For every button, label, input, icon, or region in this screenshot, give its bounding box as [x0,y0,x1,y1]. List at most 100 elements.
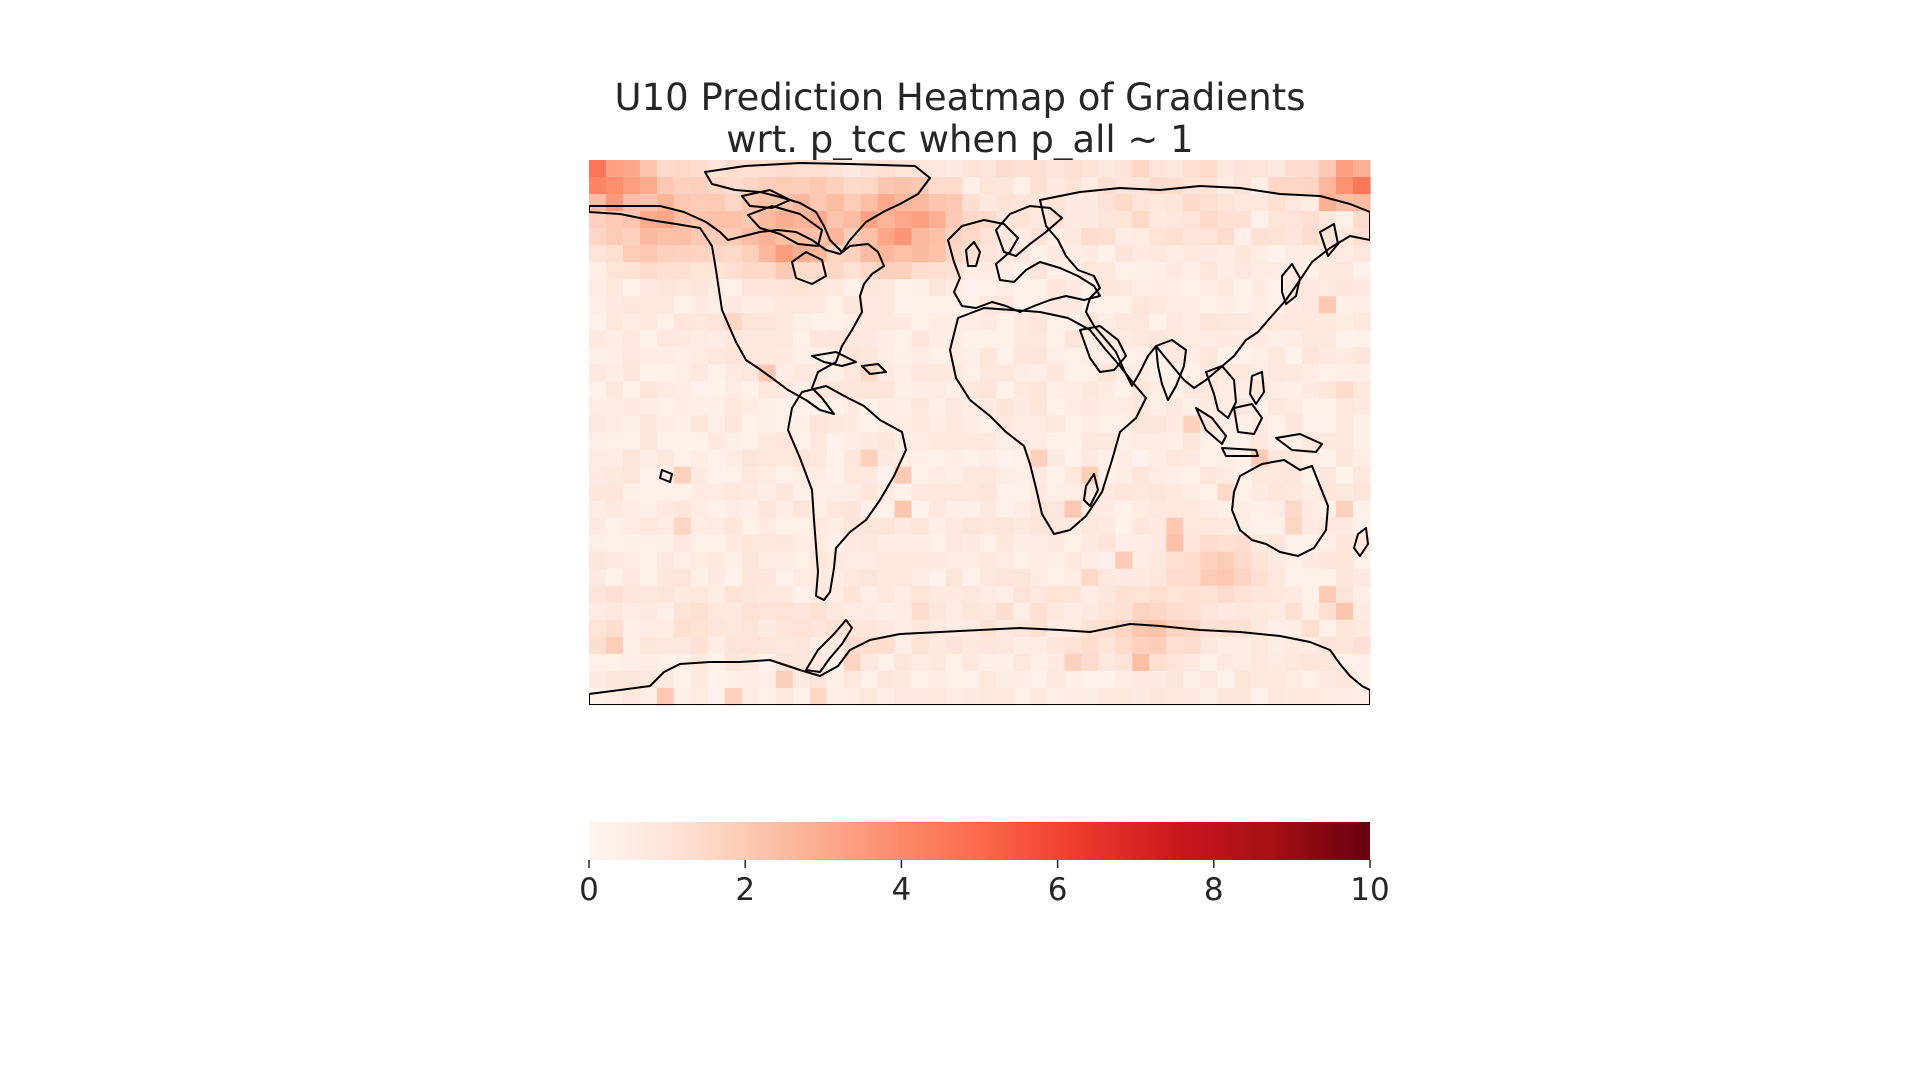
heatmap-cell [809,432,828,451]
heatmap-cell [1166,466,1184,485]
heatmap-cell [622,211,641,229]
heatmap-cell [1336,534,1354,553]
heatmap-cell [860,568,879,587]
heatmap-cell [1268,347,1286,365]
heatmap-cell [1166,636,1184,655]
heatmap-cell [1183,636,1201,655]
heatmap-cell [1132,211,1150,229]
heatmap-cell [1217,517,1235,536]
heatmap-cell [826,602,845,621]
heatmap-cell [792,262,811,280]
heatmap-cell [724,296,743,314]
heatmap-cell [1234,364,1252,383]
heatmap-cell [1353,483,1371,502]
heatmap-cell [605,551,624,570]
heatmap-cell [656,432,675,451]
heatmap-cell [724,568,743,587]
heatmap-cell [1013,670,1032,689]
heatmap-cell [979,653,998,672]
heatmap-cell [707,483,726,502]
heatmap-cell [1013,177,1032,195]
heatmap-cell [1115,687,1133,706]
heatmap-cell [809,602,828,621]
heatmap-cell [860,245,879,263]
heatmap-cell [809,653,828,672]
heatmap-cell [690,279,709,297]
heatmap-cell [928,415,947,434]
heatmap-cell [1064,653,1082,672]
heatmap-cell [622,245,641,263]
heatmap-cell [1183,194,1201,212]
heatmap-cell [1285,432,1303,451]
heatmap-cell [1081,245,1099,263]
heatmap-cell [1115,466,1133,485]
heatmap-cell [894,636,913,655]
heatmap-cell [1064,602,1082,621]
heatmap-cell [945,619,964,638]
heatmap-cell [826,636,845,655]
heatmap-cell [622,194,641,212]
heatmap-cell [843,551,862,570]
heatmap-cell [690,619,709,638]
heatmap-cell [911,262,930,280]
heatmap-cell [962,347,981,365]
heatmap-cell [911,296,930,314]
heatmap-cell [1183,347,1201,365]
heatmap-cell [639,160,658,178]
heatmap-cell [707,466,726,485]
heatmap-cell [673,636,692,655]
heatmap-cell [1319,687,1337,706]
colorbar-tick-label: 8 [1204,872,1224,908]
heatmap-cell [962,313,981,331]
heatmap-cell [792,636,811,655]
heatmap-cell [775,551,794,570]
coastline-arabia [1079,325,1127,373]
heatmap-cell [1234,432,1252,451]
heatmap-cell [724,466,743,485]
heatmap-cell [1047,296,1065,314]
heatmap-cell [1353,670,1371,689]
heatmap-cell [1302,483,1320,502]
heatmap-cell [673,245,692,263]
heatmap-cell [1132,160,1150,178]
coastline-asia [1039,185,1370,389]
heatmap-cell [1149,500,1167,519]
heatmap-cell [894,245,913,263]
heatmap-cell [1234,347,1252,365]
heatmap-cell [724,449,743,468]
heatmap-cell [1336,279,1354,297]
heatmap-cell [1336,415,1354,434]
heatmap-cell [1013,313,1032,331]
heatmap-cell [1302,194,1320,212]
heatmap-cell [605,313,624,331]
heatmap-cell [673,296,692,314]
heatmap-cell [1183,653,1201,672]
heatmap-cell [877,245,896,263]
heatmap-cell [1149,296,1167,314]
heatmap-cell [775,568,794,587]
heatmap-cell [809,296,828,314]
heatmap-cell [656,653,675,672]
heatmap-cell [1217,500,1235,519]
heatmap-cell [860,636,879,655]
heatmap-cell [1132,177,1150,195]
heatmap-cell [1064,687,1082,706]
heatmap-cell [843,568,862,587]
heatmap-cell [673,364,692,383]
heatmap-cell [1234,194,1252,212]
heatmap-cell [877,585,896,604]
heatmap-cell [877,500,896,519]
heatmap-cell [996,279,1015,297]
coastline-cuba [811,351,857,367]
heatmap-cell [792,517,811,536]
heatmap-cell [1217,432,1235,451]
heatmap-cell [979,517,998,536]
heatmap-cell [809,551,828,570]
heatmap-cell [1336,262,1354,280]
heatmap-cell [673,500,692,519]
coastline-ellesmere [741,189,791,209]
heatmap-cell [996,466,1015,485]
heatmap-cell [673,347,692,365]
heatmap-cell [809,330,828,348]
heatmap-cell [1166,381,1184,400]
